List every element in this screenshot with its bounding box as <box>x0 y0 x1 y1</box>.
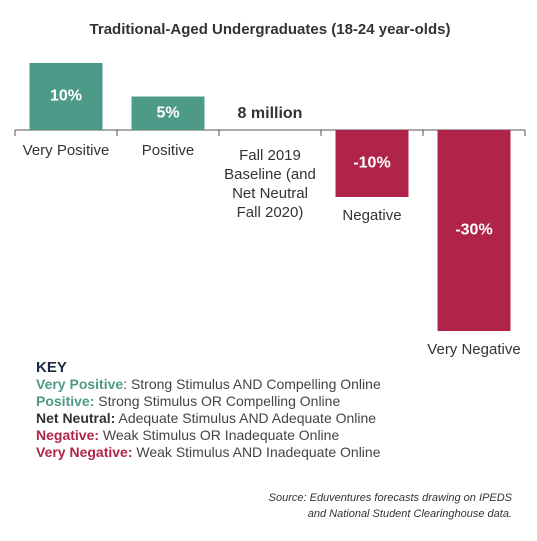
category-label: Negative <box>342 207 402 224</box>
key-item: Very Negative: Weak Stimulus AND Inadequ… <box>36 444 381 461</box>
key-description: Weak Stimulus AND Inadequate Online <box>132 444 381 460</box>
key-item: Very Positive: Strong Stimulus AND Compe… <box>36 376 381 393</box>
bar <box>131 96 205 130</box>
source-line: Source: Eduventures forecasts drawing on… <box>268 492 512 504</box>
bar <box>437 130 511 331</box>
key-term: Negative: <box>36 427 100 443</box>
key: KEY Very Positive: Strong Stimulus AND C… <box>36 359 381 461</box>
key-term: Very Positive <box>36 376 124 392</box>
bar <box>335 130 409 197</box>
value-label: -30% <box>455 222 492 239</box>
source-line: and National Student Clearinghouse data. <box>307 508 512 520</box>
category-label: Very Negative <box>427 341 521 358</box>
annotation: 8 million <box>238 105 303 122</box>
category-label: Very Positive <box>22 142 110 159</box>
source: Source: Eduventures forecasts drawing on… <box>269 490 512 522</box>
value-label: -10% <box>353 155 390 172</box>
key-description: Weak Stimulus OR Inadequate Online <box>99 427 340 443</box>
key-item: Net Neutral: Adequate Stimulus AND Adequ… <box>36 410 381 427</box>
key-term: Positive: <box>36 393 95 409</box>
value-label: 10% <box>50 88 82 105</box>
key-term: Net Neutral: <box>36 410 116 426</box>
bar <box>29 63 103 130</box>
chart-title: Traditional-Aged Undergraduates (18-24 y… <box>90 21 451 38</box>
key-term: Very Negative: <box>36 444 133 460</box>
key-description: Adequate Stimulus AND Adequate Online <box>115 410 377 426</box>
key-description: Strong Stimulus OR Compelling Online <box>94 393 341 409</box>
value-label: 5% <box>156 104 179 121</box>
category-label: Positive <box>141 142 195 159</box>
key-title: KEY <box>36 359 67 376</box>
key-item: Positive: Strong Stimulus OR Compelling … <box>36 393 381 410</box>
key-item: Negative: Weak Stimulus OR Inadequate On… <box>36 427 381 444</box>
category-label: Fall 2019 Baseline (and Net Neutral Fall… <box>224 147 316 221</box>
key-description: : Strong Stimulus AND Compelling Online <box>123 376 381 392</box>
